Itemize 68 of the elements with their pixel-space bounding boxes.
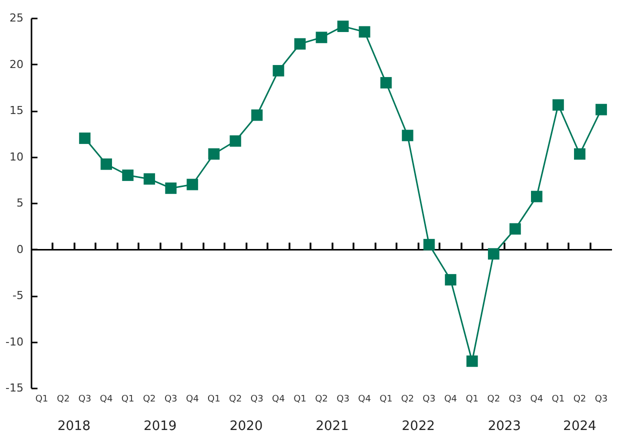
point (552, 99, 564, 111)
x-tick-label: Q4 (272, 394, 286, 404)
point (509, 223, 521, 235)
point (466, 355, 478, 367)
y-tick-label: 5 (16, 196, 24, 210)
point (444, 274, 456, 286)
point (358, 26, 370, 38)
x-tick-label: Q4 (358, 394, 372, 404)
x-tick-label: Q3 (164, 394, 178, 404)
point (337, 20, 349, 32)
x-tick-label: Q4 (186, 394, 200, 404)
y-tick-label: 20 (10, 58, 24, 71)
text: 2024 (563, 419, 596, 431)
text: 2023 (488, 419, 521, 431)
x-tick-label: Q1 (35, 394, 48, 404)
x-tick-label: Q1 (208, 394, 220, 404)
y-tick-label: -10 (6, 335, 24, 348)
text: 2019 (144, 419, 177, 431)
x-tick-label: Q3 (78, 394, 92, 404)
point (596, 104, 607, 116)
point (122, 170, 134, 181)
point (251, 109, 263, 121)
point (530, 190, 542, 202)
y-tick-label: 10 (10, 150, 24, 164)
text: 2021 (316, 419, 349, 431)
x-tick-label: Q3 (336, 394, 350, 404)
point (272, 65, 284, 76)
x-tick-label: Q2 (56, 394, 70, 404)
x-tick-label: Q2 (315, 394, 328, 404)
y-tick-label: 15 (10, 104, 24, 117)
point (230, 135, 242, 147)
point (423, 238, 435, 250)
y-tick-label: 25 (10, 12, 24, 24)
x-tick-label: Q1 (380, 394, 392, 404)
point (186, 178, 198, 190)
point (79, 132, 90, 144)
x-tick-label: Q1 (552, 394, 565, 404)
point (165, 182, 177, 194)
point (100, 158, 112, 170)
x-tick-label: Q3 (422, 394, 436, 404)
x-tick-label: Q2 (573, 394, 586, 404)
text: 2018 (57, 419, 91, 431)
point (380, 77, 392, 88)
x-tick-label: Q3 (250, 394, 264, 404)
point (316, 32, 328, 44)
point (294, 38, 306, 50)
x-tick-label: Q2 (487, 394, 500, 404)
point (402, 130, 414, 142)
point (488, 248, 500, 260)
x-tick-label: Q4 (100, 394, 113, 404)
x-tick-label: Q1 (466, 394, 479, 404)
text: 2022 (402, 419, 435, 431)
x-tick-label: Q4 (530, 394, 544, 404)
x-tick-label: Q2 (142, 394, 156, 404)
y-tick-label: -15 (6, 382, 24, 394)
x-tick-label: Q2 (229, 394, 242, 404)
x-tick-label: Q1 (294, 394, 306, 404)
x-tick-label: Q3 (594, 394, 608, 404)
x-tick-label: Q2 (401, 394, 414, 404)
x-tick-label: Q4 (444, 394, 458, 404)
y-tick-label: -5 (12, 289, 24, 302)
y-tick-label: 0 (16, 242, 24, 256)
point (208, 148, 220, 160)
x-tick-label: Q1 (121, 394, 134, 404)
point (144, 173, 156, 185)
point (574, 148, 586, 160)
x-tick-label: Q3 (508, 394, 522, 404)
text: 2020 (230, 419, 263, 431)
